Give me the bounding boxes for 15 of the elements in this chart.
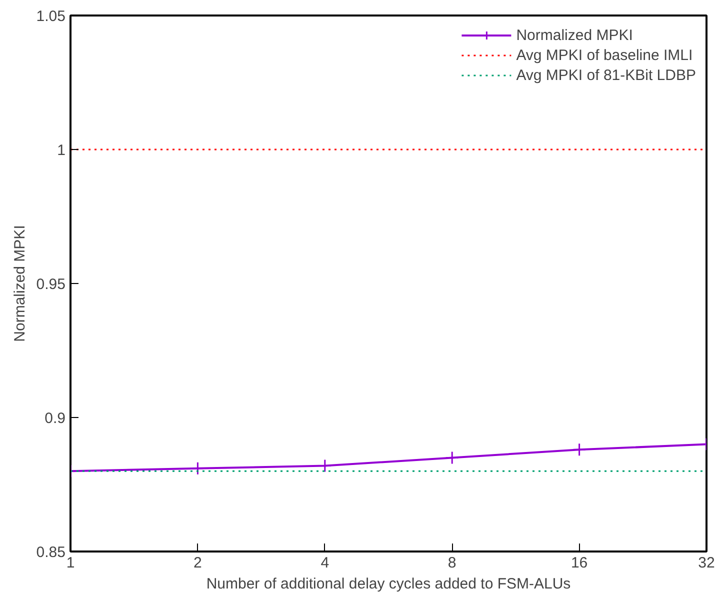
y-tick-label: 0.95 [36,276,66,293]
y-tick-label: 0.85 [36,544,66,561]
y-tick-label: 1.05 [36,8,66,25]
x-tick-label: 16 [570,554,588,572]
legend-label: Normalized MPKI [516,26,633,44]
x-tick-label: 8 [448,554,456,572]
x-tick-label: 4 [320,554,330,572]
x-axis-title: Number of additional delay cycles added to FSM-ALUs [206,576,571,592]
y-axis-title: Normalized MPKI [11,225,28,342]
y-tick-label: 0.9 [44,410,66,427]
y-tick-label: 1 [57,142,66,159]
legend-label: Avg MPKI of 81-KBit LDBP [516,66,696,84]
x-tick-label: 2 [194,554,202,572]
x-tick-label: 32 [698,554,715,572]
legend-label: Avg MPKI of baseline IMLI [516,46,693,64]
